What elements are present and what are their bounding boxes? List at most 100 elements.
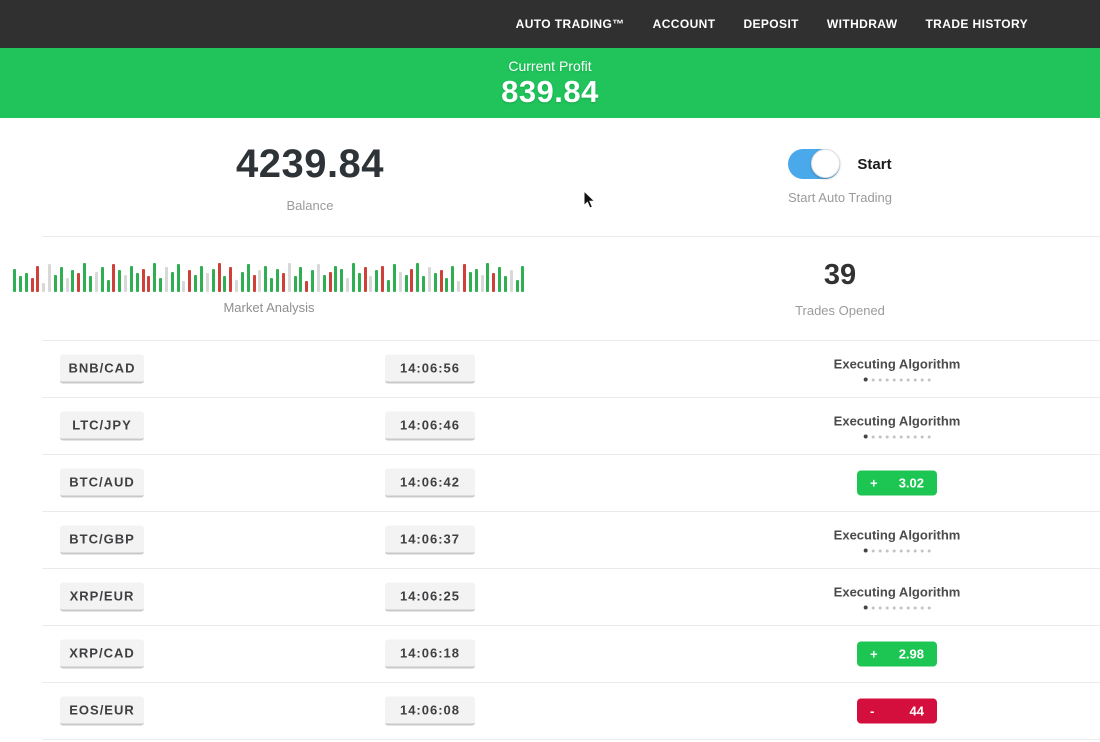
progress-dot-icon bbox=[913, 549, 917, 552]
trade-row: BTC/GBP 14:06:37 Executing Algorithm bbox=[42, 512, 1100, 569]
progress-dot-icon bbox=[892, 606, 896, 609]
candle-bar bbox=[457, 281, 461, 292]
trades-opened-label: Trades Opened bbox=[795, 303, 885, 318]
progress-dot-icon bbox=[913, 435, 917, 438]
progress-dot-icon bbox=[885, 378, 889, 381]
progress-dot-icon bbox=[892, 549, 896, 552]
candle-bar bbox=[427, 267, 431, 292]
time-badge: 14:06:46 bbox=[385, 411, 475, 441]
candle-bar bbox=[246, 264, 250, 292]
trade-status: Executing Algorithm bbox=[834, 528, 960, 553]
executing-label: Executing Algorithm bbox=[833, 356, 961, 372]
candle-bar bbox=[118, 270, 122, 292]
pair-badge: XRP/EUR bbox=[60, 582, 144, 612]
nav-item-withdraw[interactable]: WITHDRAW bbox=[826, 17, 898, 31]
progress-dot-icon bbox=[878, 378, 882, 381]
candle-bar bbox=[59, 267, 63, 292]
auto-trading-block: Start Start Auto Trading bbox=[620, 118, 1060, 236]
badge-value: 2.98 bbox=[898, 646, 924, 662]
progress-dot-icon bbox=[871, 549, 875, 552]
candle-bar bbox=[164, 267, 168, 292]
candle-bar bbox=[88, 276, 92, 292]
auto-trading-toggle[interactable] bbox=[788, 149, 841, 179]
candle-bar bbox=[316, 264, 320, 292]
candle-bar bbox=[36, 266, 40, 292]
candle-bar bbox=[346, 278, 350, 292]
stats-section: 4239.84 Balance Start Start Auto Trading bbox=[0, 118, 1100, 236]
trades-list: BNB/CAD 14:06:56 Executing Algorithm LTC/JP… bbox=[42, 340, 1100, 740]
candle-bar bbox=[188, 270, 192, 292]
candle-bar bbox=[462, 264, 466, 292]
time-badge: 14:06:25 bbox=[385, 582, 475, 612]
candle-bar bbox=[112, 264, 116, 292]
progress-dot-icon bbox=[892, 378, 896, 381]
trade-status: - 44 bbox=[857, 698, 937, 724]
progress-dot-icon bbox=[871, 606, 875, 609]
progress-dot-icon bbox=[927, 378, 931, 381]
market-analysis-chart bbox=[13, 261, 525, 292]
time-badge: 14:06:56 bbox=[385, 354, 475, 384]
current-profit-banner: Current Profit 839.84 bbox=[0, 48, 1100, 118]
candle-bar bbox=[381, 266, 385, 292]
candle-bar bbox=[486, 263, 490, 292]
current-profit-label: Current Profit bbox=[508, 58, 592, 74]
trade-row: LTC/JPY 14:06:46 Executing Algorithm bbox=[42, 398, 1100, 455]
candle-bar bbox=[375, 270, 379, 292]
badge-sign: - bbox=[870, 703, 875, 719]
progress-dot-icon bbox=[920, 606, 924, 609]
progress-dots bbox=[834, 434, 961, 439]
candle-bar bbox=[223, 276, 227, 292]
candle-bar bbox=[240, 272, 244, 292]
trade-status: +3.02 bbox=[857, 470, 937, 496]
loss-badge: - 44 bbox=[857, 698, 937, 724]
time-badge: 14:06:08 bbox=[385, 696, 475, 726]
trade-row: BTC/AUD 14:06:42 +3.02 bbox=[42, 455, 1100, 512]
candle-bar bbox=[340, 269, 344, 292]
candle-bar bbox=[492, 273, 496, 292]
progress-dot-icon bbox=[920, 549, 924, 552]
candle-bar bbox=[387, 280, 390, 292]
candle-bar bbox=[235, 280, 239, 292]
current-profit-value: 839.84 bbox=[501, 74, 599, 109]
progress-dot-icon bbox=[906, 378, 910, 381]
pair-badge: BNB/CAD bbox=[60, 354, 144, 384]
candle-bar bbox=[474, 269, 478, 292]
candle-bar bbox=[445, 278, 449, 292]
candle-bar bbox=[369, 276, 373, 292]
candle-bar bbox=[287, 263, 291, 292]
progress-dot-icon bbox=[885, 606, 889, 609]
candle-bar bbox=[503, 276, 507, 292]
candle-bar bbox=[410, 269, 414, 292]
candle-bar bbox=[357, 273, 361, 292]
trades-opened-block: 39 Trades Opened bbox=[620, 237, 1060, 340]
progress-dot-icon bbox=[863, 434, 868, 439]
candle-bar bbox=[439, 270, 443, 292]
candle-bar bbox=[275, 269, 279, 292]
balance-label: Balance bbox=[286, 197, 334, 213]
nav-item-auto-trading[interactable]: AUTO TRADING™ bbox=[515, 17, 625, 31]
trade-row: XRP/EUR 14:06:25 Executing Algorithm bbox=[42, 569, 1100, 626]
candle-bar bbox=[480, 275, 484, 292]
progress-dot-icon bbox=[899, 549, 903, 552]
progress-dot-icon bbox=[927, 606, 931, 609]
progress-dot-icon bbox=[913, 378, 917, 381]
progress-dot-icon bbox=[892, 435, 896, 438]
top-nav: AUTO TRADING™ ACCOUNT DEPOSIT WITHDRAW TRADE… bbox=[0, 0, 1100, 48]
candle-bar bbox=[205, 273, 209, 292]
pair-badge: LTC/JPY bbox=[60, 411, 144, 441]
progress-dots bbox=[834, 377, 961, 382]
progress-dot-icon bbox=[899, 378, 903, 381]
pair-badge: XRP/CAD bbox=[60, 639, 144, 669]
nav-item-account[interactable]: ACCOUNT bbox=[652, 17, 716, 31]
candle-bar bbox=[334, 266, 338, 292]
candle-bar bbox=[468, 272, 472, 292]
progress-dot-icon bbox=[906, 435, 910, 438]
nav-item-deposit[interactable]: DEPOSIT bbox=[743, 17, 799, 31]
candle-bar bbox=[351, 263, 355, 292]
candle-bar bbox=[13, 269, 16, 292]
pair-badge: BTC/AUD bbox=[60, 468, 144, 498]
nav-item-trade-history[interactable]: TRADE HISTORY bbox=[925, 17, 1028, 31]
time-badge: 14:06:37 bbox=[385, 525, 475, 555]
candle-bar bbox=[433, 273, 437, 292]
pair-badge: EOS/EUR bbox=[60, 696, 144, 726]
